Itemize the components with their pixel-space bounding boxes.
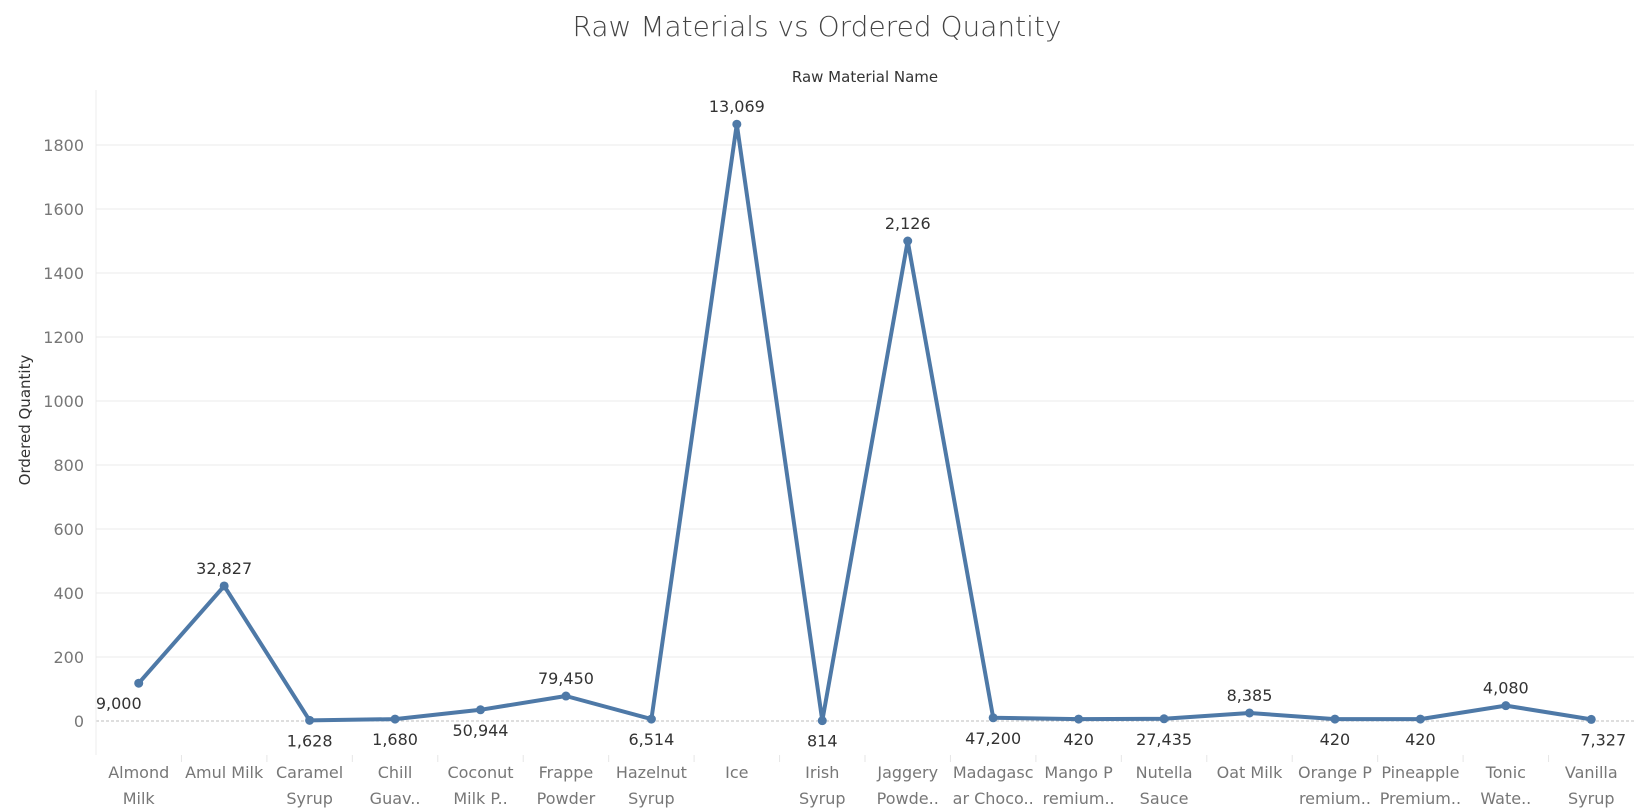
data-label: 2,126	[885, 214, 931, 233]
x-axis-title: Raw Material Name	[792, 68, 938, 86]
x-tick-label: Tonic Wate..	[1480, 763, 1531, 808]
x-tick-label: Oat Milk	[1217, 763, 1283, 782]
data-point	[1074, 714, 1084, 724]
data-label: 420	[1063, 730, 1094, 749]
y-tick-label: 400	[53, 584, 84, 603]
series-line	[137, 122, 1592, 723]
x-tick-label: Ice	[725, 763, 748, 782]
data-label: 27,435	[1136, 730, 1192, 749]
data-point	[561, 691, 571, 701]
x-tick-label: Caramel Syrup	[276, 763, 343, 808]
data-label: 7,327	[1580, 730, 1626, 749]
y-tick-label: 600	[53, 520, 84, 539]
data-label: 4,080	[1483, 679, 1529, 698]
y-tick-label: 800	[53, 456, 84, 475]
data-label: 50,944	[453, 721, 509, 740]
x-tick-label: Nutella Sauce	[1136, 763, 1193, 808]
x-tick-label: Coconut Milk P..	[447, 763, 513, 808]
x-tick-label: Madagasc ar Choco..	[953, 763, 1034, 808]
data-point	[903, 236, 913, 246]
y-tick-label: 1600	[43, 200, 84, 219]
data-label: 814	[807, 732, 838, 751]
data-labels: 9,000 32,827 1,628 1,680 50,944 79,450 6,514 13…	[96, 97, 1626, 750]
data-point	[219, 581, 229, 591]
data-point	[476, 705, 485, 715]
x-tick-label: Amul Milk	[185, 763, 264, 782]
x-tick-label: Jaggery Powde..	[876, 763, 938, 808]
x-tick-label: Almond Milk	[108, 763, 169, 808]
data-label: 47,200	[965, 729, 1021, 748]
data-point	[305, 715, 315, 725]
data-label: 1,680	[372, 730, 418, 749]
x-tick-label: Irish Syrup	[799, 763, 846, 808]
x-tick-label: Frappe Powder	[537, 763, 596, 808]
data-label: 9,000	[96, 694, 142, 713]
data-points	[134, 119, 1596, 726]
data-point	[1501, 701, 1511, 711]
x-tick-label: Vanilla Syrup	[1565, 763, 1618, 808]
gridlines	[96, 144, 1634, 658]
data-label: 8,385	[1227, 686, 1273, 705]
data-point	[732, 119, 742, 129]
data-point	[1159, 714, 1169, 724]
x-axis-ticks: Almond Milk Amul Milk Caramel Syrup Chill Guav…	[108, 755, 1618, 808]
chart-title: Raw Materials vs Ordered Quantity	[572, 10, 1062, 43]
data-point	[390, 714, 400, 724]
data-label: 420	[1405, 730, 1436, 749]
data-label: 13,069	[709, 97, 765, 116]
data-label: 79,450	[538, 669, 594, 688]
x-tick-label: Chill Guav..	[370, 763, 421, 808]
x-tick-label: Pineapple Premium..	[1380, 763, 1461, 808]
y-tick-label: 1400	[43, 264, 84, 283]
y-axis-ticks: 0 200 400 600 800 1000 1200 1400 1600 1800	[43, 136, 84, 731]
data-point	[646, 714, 656, 724]
data-label: 32,827	[196, 559, 252, 578]
data-label: 420	[1320, 730, 1351, 749]
data-point	[1330, 714, 1340, 724]
x-tick-label: Hazelnut Syrup	[616, 763, 687, 808]
data-point	[134, 678, 144, 688]
data-label: 6,514	[628, 730, 674, 749]
y-tick-label: 1200	[43, 328, 84, 347]
data-point	[1415, 714, 1425, 724]
data-label: 1,628	[287, 731, 333, 750]
y-tick-label: 200	[53, 648, 84, 667]
data-point	[1245, 708, 1254, 718]
y-axis-title: Ordered Quantity	[16, 355, 34, 486]
y-tick-label: 1800	[43, 136, 84, 155]
data-point	[1586, 714, 1596, 724]
data-point	[817, 716, 827, 726]
data-point	[988, 713, 998, 723]
y-tick-label: 1000	[43, 392, 84, 411]
y-tick-label: 0	[74, 712, 84, 731]
